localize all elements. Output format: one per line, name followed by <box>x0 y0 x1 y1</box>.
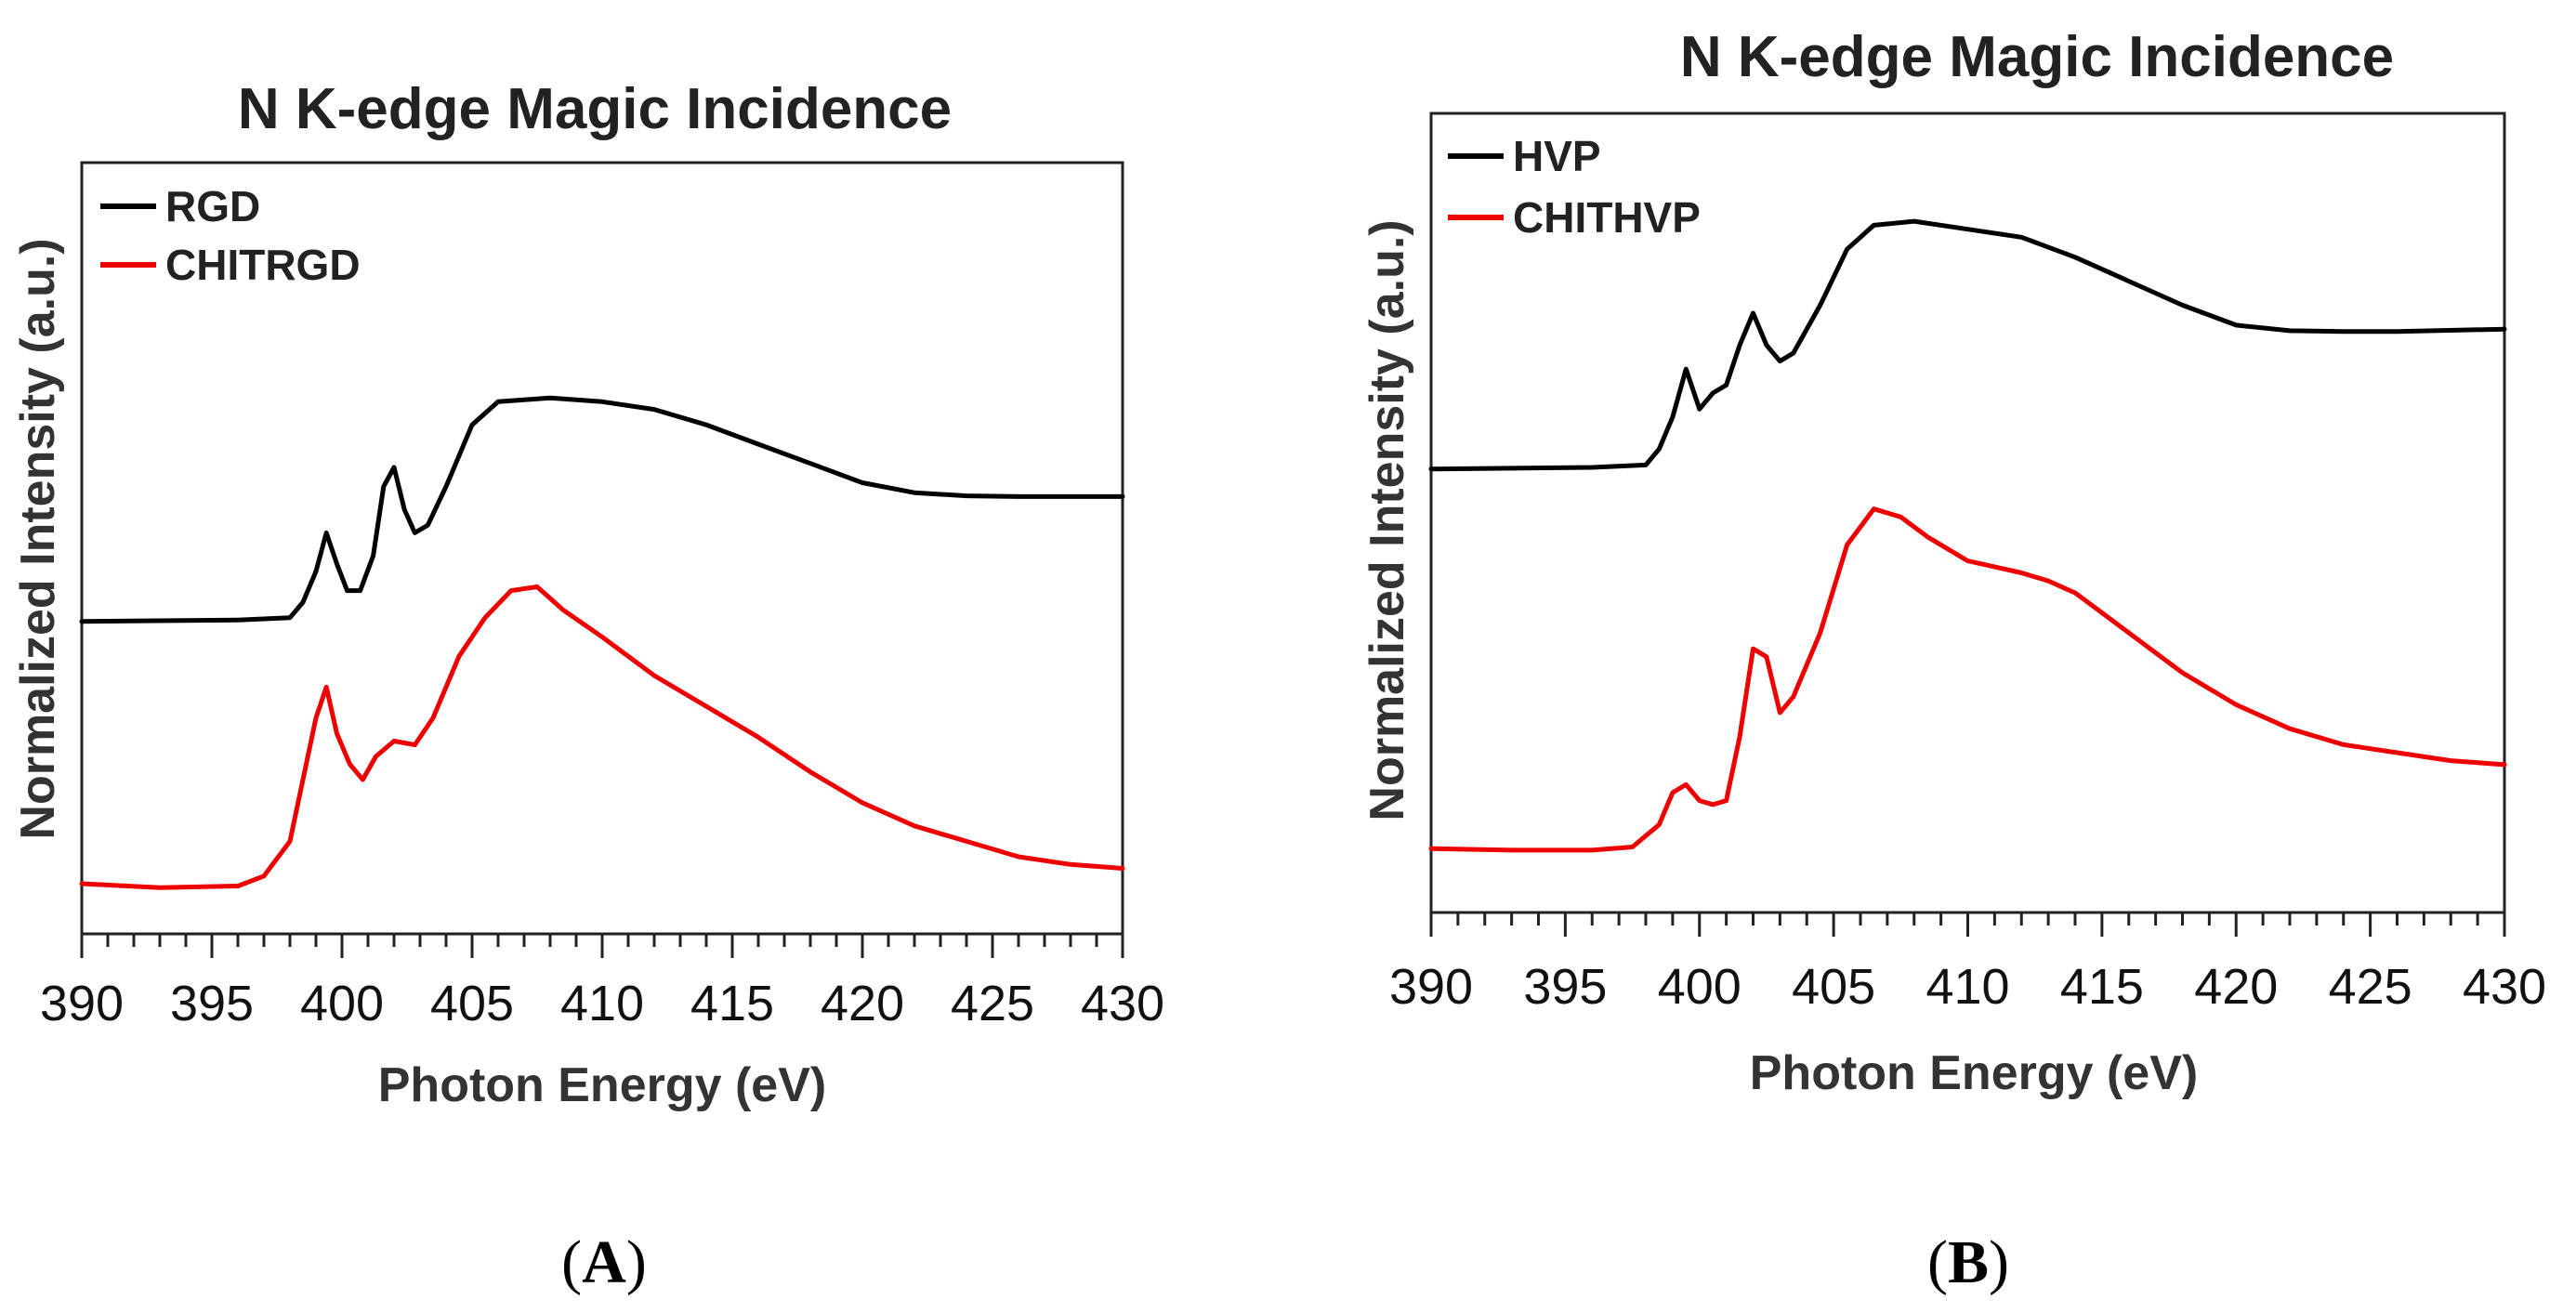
x-tick-label-425: 425 <box>2329 959 2412 1015</box>
x-tick-label-405: 405 <box>430 976 514 1031</box>
series-line-rgd <box>79 395 1125 624</box>
chart-b-x-ticks <box>1429 913 2506 937</box>
series-line-chithvp <box>1428 506 2507 853</box>
x-tick-label-420: 420 <box>2194 959 2278 1015</box>
panel-label-a-close: ) <box>626 1228 647 1296</box>
chart-a-y-axis-label: Normalized Intensity (a.u.) <box>11 238 65 839</box>
panel-label-b-open: ( <box>1927 1228 1948 1296</box>
x-tick-label-410: 410 <box>1925 959 2009 1015</box>
legend-label-rgd: RGD <box>165 182 260 230</box>
chart-b-title: N K-edge Magic Incidence <box>1680 25 2394 89</box>
chart-panel-b: N K-edge Magic Incidence Normalized Inte… <box>1360 25 2546 1100</box>
panel-label-a-open: ( <box>561 1228 582 1296</box>
chart-a-series-lines <box>79 395 1125 890</box>
chart-b-legend: HVP CHITHVP <box>1448 132 1701 242</box>
chart-a-title: N K-edge Magic Incidence <box>238 77 952 141</box>
x-tick-label-415: 415 <box>690 976 774 1031</box>
chart-a-x-axis-label: Photon Energy (eV) <box>378 1058 826 1112</box>
x-tick-label-425: 425 <box>951 976 1034 1031</box>
chart-b-x-axis-label: Photon Energy (eV) <box>1750 1046 2198 1100</box>
x-tick-label-390: 390 <box>1389 959 1473 1015</box>
x-tick-label-405: 405 <box>1792 959 1875 1015</box>
chart-b-y-axis-label: Normalized Intensity (a.u.) <box>1360 219 1414 821</box>
legend-label-chitrgd: CHITRGD <box>165 241 361 289</box>
panel-label-b: (B) <box>1927 1228 2009 1296</box>
x-tick-label-395: 395 <box>170 976 254 1031</box>
chart-a-x-ticks <box>80 934 1124 958</box>
panel-label-b-close: ) <box>1989 1228 2009 1296</box>
x-tick-label-410: 410 <box>560 976 644 1031</box>
series-line-chitrgd <box>79 584 1125 890</box>
panel-label-a-letter: A <box>582 1228 626 1296</box>
series-line-hvp <box>1428 218 2507 472</box>
chart-a-x-tick-labels: 390 395 400 405 410 415 420 425 430 <box>40 976 1164 1031</box>
panel-label-a: (A) <box>561 1228 647 1296</box>
chart-b-x-tick-labels: 390 395 400 405 410 415 420 425 430 <box>1389 959 2546 1015</box>
x-tick-label-420: 420 <box>821 976 904 1031</box>
x-tick-label-400: 400 <box>300 976 384 1031</box>
legend-label-hvp: HVP <box>1513 132 1601 180</box>
chart-b-series-lines <box>1428 218 2507 853</box>
x-tick-label-390: 390 <box>40 976 124 1031</box>
x-tick-label-430: 430 <box>2463 959 2546 1015</box>
x-tick-label-415: 415 <box>2060 959 2144 1015</box>
panel-label-b-letter: B <box>1948 1228 1989 1296</box>
x-tick-label-395: 395 <box>1523 959 1607 1015</box>
legend-label-chithvp: CHITHVP <box>1513 193 1701 242</box>
chart-panel-a: N K-edge Magic Incidence Normalized Inte… <box>11 77 1164 1112</box>
x-tick-label-400: 400 <box>1658 959 1741 1015</box>
chart-a-legend: RGD CHITRGD <box>100 182 361 289</box>
x-tick-label-430: 430 <box>1081 976 1164 1031</box>
